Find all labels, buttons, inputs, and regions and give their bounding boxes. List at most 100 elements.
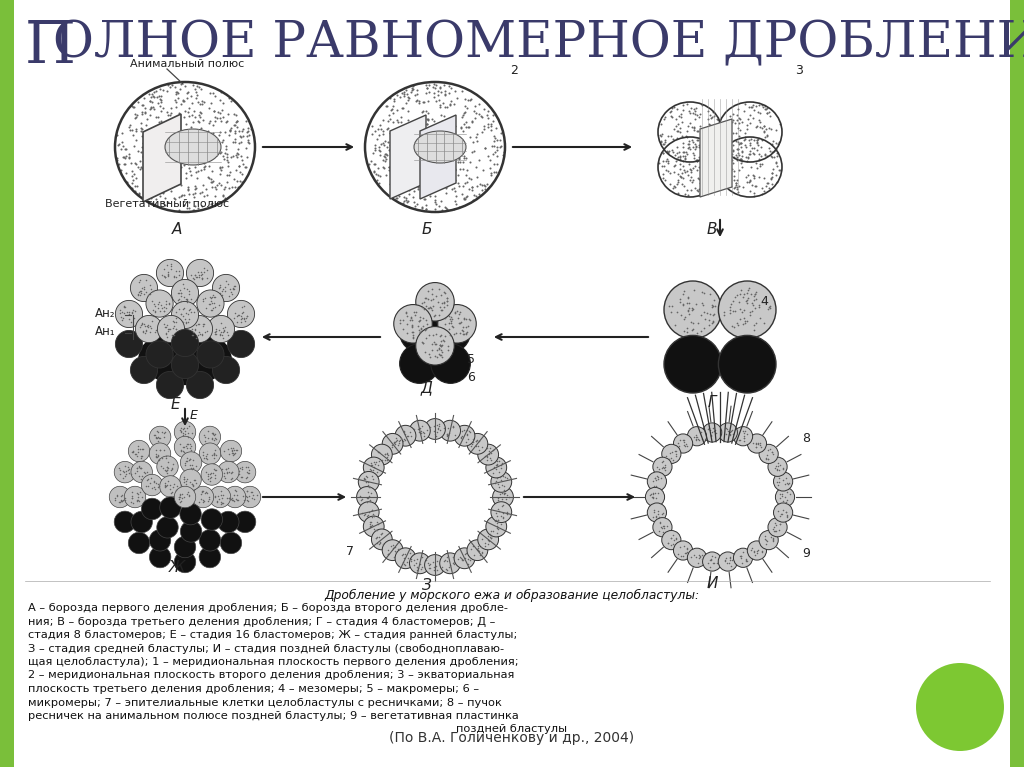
Point <box>115 465 131 477</box>
Point <box>124 170 140 182</box>
Point <box>466 548 482 561</box>
Ellipse shape <box>768 457 787 476</box>
Point <box>664 110 680 123</box>
Point <box>206 297 222 309</box>
Point <box>420 136 436 148</box>
Point <box>164 174 180 186</box>
Point <box>434 150 451 162</box>
Point <box>457 551 473 564</box>
Point <box>134 326 151 338</box>
Point <box>407 309 423 321</box>
Point <box>134 123 151 135</box>
Point <box>197 495 213 508</box>
Point <box>160 270 176 282</box>
Point <box>409 561 425 573</box>
Point <box>749 317 765 329</box>
Point <box>167 173 183 186</box>
Point <box>685 122 701 134</box>
Point <box>201 491 217 503</box>
Text: Ан₁: Ан₁ <box>95 325 116 338</box>
Point <box>481 448 498 460</box>
Ellipse shape <box>115 511 135 532</box>
Point <box>668 114 684 126</box>
Point <box>468 542 484 555</box>
Point <box>176 472 193 485</box>
Point <box>402 86 419 98</box>
Point <box>126 448 142 460</box>
Point <box>179 294 196 306</box>
Point <box>389 114 406 127</box>
Point <box>732 153 749 165</box>
Point <box>422 189 438 202</box>
Point <box>202 115 218 127</box>
Point <box>423 127 439 139</box>
Point <box>197 435 213 447</box>
Point <box>769 476 785 489</box>
Point <box>382 139 398 151</box>
Point <box>673 550 689 562</box>
Point <box>408 143 424 155</box>
Point <box>434 351 451 364</box>
Point <box>771 509 787 522</box>
Point <box>420 159 436 171</box>
Point <box>408 117 424 130</box>
Point <box>689 317 706 329</box>
Point <box>181 454 198 466</box>
Point <box>115 495 131 508</box>
Point <box>675 137 691 149</box>
Point <box>428 95 444 107</box>
Point <box>733 137 750 149</box>
Point <box>779 494 796 506</box>
Point <box>161 167 177 179</box>
Point <box>388 104 404 116</box>
Point <box>127 172 143 184</box>
Point <box>705 301 721 313</box>
Point <box>110 154 126 166</box>
Point <box>197 486 213 499</box>
Point <box>114 489 130 502</box>
Point <box>184 79 201 91</box>
Point <box>162 479 178 491</box>
Point <box>387 169 403 181</box>
Point <box>737 553 754 565</box>
Point <box>471 436 487 448</box>
Point <box>458 120 474 133</box>
Point <box>645 488 662 500</box>
Point <box>229 147 246 160</box>
Point <box>174 488 190 500</box>
Ellipse shape <box>174 486 196 508</box>
Point <box>737 317 754 329</box>
Point <box>175 94 191 107</box>
Point <box>188 319 205 331</box>
Point <box>688 140 705 153</box>
Point <box>497 480 513 492</box>
Point <box>737 295 754 308</box>
Point <box>414 336 430 348</box>
Point <box>431 348 447 360</box>
Point <box>233 313 250 325</box>
Point <box>488 522 505 535</box>
Point <box>234 312 251 324</box>
Point <box>155 176 171 189</box>
Point <box>699 423 716 435</box>
Point <box>750 107 766 119</box>
Point <box>757 147 773 160</box>
Point <box>386 438 402 450</box>
Point <box>444 421 461 433</box>
Point <box>220 160 237 172</box>
Point <box>386 436 402 448</box>
Ellipse shape <box>759 444 778 463</box>
Point <box>659 154 676 166</box>
Point <box>478 108 495 120</box>
Point <box>188 86 205 98</box>
Point <box>130 288 146 301</box>
Point <box>170 87 186 99</box>
Point <box>469 544 485 556</box>
Point <box>748 438 764 450</box>
Point <box>420 179 436 191</box>
Point <box>460 120 476 133</box>
Point <box>715 137 731 149</box>
Point <box>177 457 194 469</box>
Point <box>220 108 237 120</box>
Point <box>675 299 691 311</box>
